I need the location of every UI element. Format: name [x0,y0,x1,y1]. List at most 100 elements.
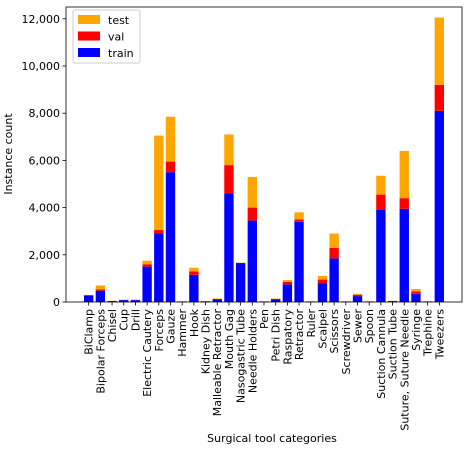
bar-segment [376,209,386,302]
legend-label: val [108,31,124,44]
bar-segment [142,260,152,265]
bar-segment [352,294,363,297]
bar-segment [376,175,386,195]
legend: test val train [72,9,141,64]
x-tick-label: Ruler [305,309,318,338]
bar-segment [224,134,234,166]
bar-segment [411,291,421,294]
bar-segment [224,193,234,302]
y-tick-label: 0 [53,296,60,309]
bar-segment [294,219,304,222]
x-tick-label: Needle Holders [246,309,259,393]
bar-segment [329,247,339,259]
bar-segment [247,220,257,302]
bar-segment [119,300,129,302]
x-tick-label: Suction Cannula [375,309,388,399]
bar-segment [434,110,444,302]
bar-segment [247,176,257,208]
bar-segment [399,208,409,302]
bar-segment [189,267,199,272]
legend-label: train [108,47,134,60]
bar-segment [294,212,304,220]
x-tick-label: Screwdriver [340,309,353,375]
y-tick-label: 2,000 [29,249,61,262]
x-tick-label: Suture, Suture Needle [398,309,411,431]
bar-segment [399,150,409,199]
bar-segment [142,264,152,267]
x-tick-label: Nasogastric Tube [235,309,248,403]
y-tick-label: 10,000 [22,60,61,73]
y-tick-label: 8,000 [29,107,61,120]
x-axis-label: Surgical tool categories [207,432,337,445]
bar-segment [411,293,421,302]
bar-segment [434,84,444,111]
bar-segment [376,194,386,210]
x-tick-label: Trephine [422,309,435,357]
bar-segment [271,299,281,302]
x-tick-label: Suction Tube [387,309,400,380]
bar-segment [165,116,176,162]
x-tick-label: Forceps [153,309,166,352]
x-tick-label: Electric Cautery [141,309,154,397]
y-tick-label: 12,000 [22,13,61,26]
bar-segment [352,296,363,302]
bar-segment [317,283,328,302]
legend-swatch [78,48,100,57]
bar-segment [189,271,199,275]
x-tick-label: Hammer [176,309,189,357]
x-tick-label: Chisel [106,309,119,342]
bar-segment [235,263,246,302]
bar-segment [434,17,444,85]
x-tick-label: Malleable Retractor [211,309,224,417]
bar-segment [411,289,421,292]
bar-segment [282,284,293,302]
bar-segment [142,266,152,302]
x-tick-label: Spoon [363,309,376,343]
bar-segment [329,233,339,248]
x-tick-label: Drill [129,309,142,331]
bar-segment [387,301,398,302]
bar-segment [154,233,164,302]
x-tick-label: Mouth Gag [223,309,236,369]
bar-segment [282,281,293,285]
x-tick-label: Pen [258,309,271,329]
x-tick-label: Scalpel [316,309,329,349]
bar-segment [352,293,363,295]
legend-swatch [78,15,100,24]
x-tick-label: Cup [118,309,131,331]
bar-segment [84,295,94,302]
bar-segment [95,285,106,290]
bar-segment [282,280,293,282]
y-axis-label: Instance count [2,113,15,195]
bar-segment [95,289,106,291]
x-tick-label: Scissors [328,309,341,354]
legend-label: test [108,14,130,27]
legend-swatch [78,31,100,41]
x-tick-label: BiClamp [83,309,96,355]
bar-segment [154,230,164,234]
x-tick-label: Hook [188,308,201,337]
x-tick-label: Syringe [410,309,423,351]
bar-segment [247,207,257,221]
bar-segment [165,161,176,173]
x-tick-label: Retractor [293,309,306,361]
x-tick-label: Bipolar Forceps [94,309,107,394]
x-tick-label: Sewer [352,309,365,344]
bar-segment [317,279,328,284]
bar-segment [130,300,141,302]
y-tick-label: 6,000 [29,154,61,167]
bar-segment [317,276,328,280]
bar-segment [399,198,409,209]
x-tick-label: Gauze [164,309,177,344]
x-tick-label: Petri Dish [270,309,283,362]
x-tick-label: Tweezers [433,309,446,360]
bar-segment [107,301,117,302]
x-tick-label: Raspatory [281,309,294,365]
bar-segment [95,290,106,302]
y-tick-label: 4,000 [29,202,61,215]
bar-segment [189,274,199,302]
bar-segment [154,135,164,231]
bar-segment [329,258,339,302]
x-tick-label: Kidney Dish [200,309,213,374]
